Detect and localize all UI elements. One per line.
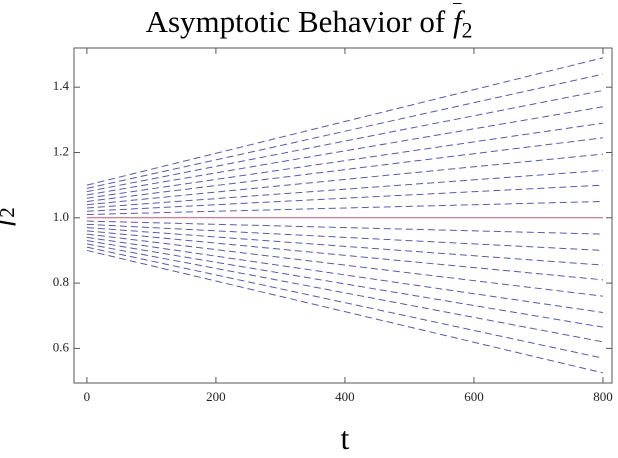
series-line bbox=[86, 240, 604, 328]
y-tick-label: 1.4 bbox=[53, 78, 70, 93]
series-line bbox=[86, 122, 604, 199]
series-line bbox=[86, 57, 604, 186]
series-line bbox=[86, 153, 604, 206]
series-line bbox=[86, 223, 603, 251]
plot-frame bbox=[73, 47, 613, 384]
series-line bbox=[86, 137, 604, 202]
series-line bbox=[86, 200, 603, 216]
series-line bbox=[86, 233, 604, 297]
x-tick-label: 600 bbox=[464, 389, 484, 404]
y-tick-label: 0.8 bbox=[53, 274, 69, 289]
series-line bbox=[86, 246, 604, 359]
series-line bbox=[86, 220, 603, 235]
chart-title: Asymptotic Behavior of f2 bbox=[0, 4, 618, 43]
y-tick-label: 0.6 bbox=[53, 339, 70, 354]
series-line bbox=[86, 230, 604, 281]
title-subscript: 2 bbox=[461, 18, 473, 43]
series-line bbox=[86, 169, 604, 209]
y-tick-label: 1.2 bbox=[53, 143, 69, 158]
x-tick-label: 800 bbox=[593, 389, 613, 404]
series-line bbox=[86, 73, 604, 189]
title-text: Asymptotic Behavior of bbox=[145, 4, 446, 39]
series-line bbox=[86, 106, 604, 196]
series-line bbox=[86, 227, 604, 266]
x-axis-label: t bbox=[340, 420, 350, 456]
series-line bbox=[86, 89, 604, 193]
x-tick-label: 200 bbox=[206, 389, 226, 404]
y-tick-label: 1.0 bbox=[53, 209, 69, 224]
series-line bbox=[86, 249, 604, 374]
series-line bbox=[86, 243, 604, 343]
x-tick-label: 400 bbox=[335, 389, 355, 404]
x-tick-label: 0 bbox=[84, 389, 91, 404]
series-line bbox=[86, 184, 603, 212]
title-symbol: f bbox=[452, 4, 462, 39]
series-line bbox=[86, 236, 604, 313]
